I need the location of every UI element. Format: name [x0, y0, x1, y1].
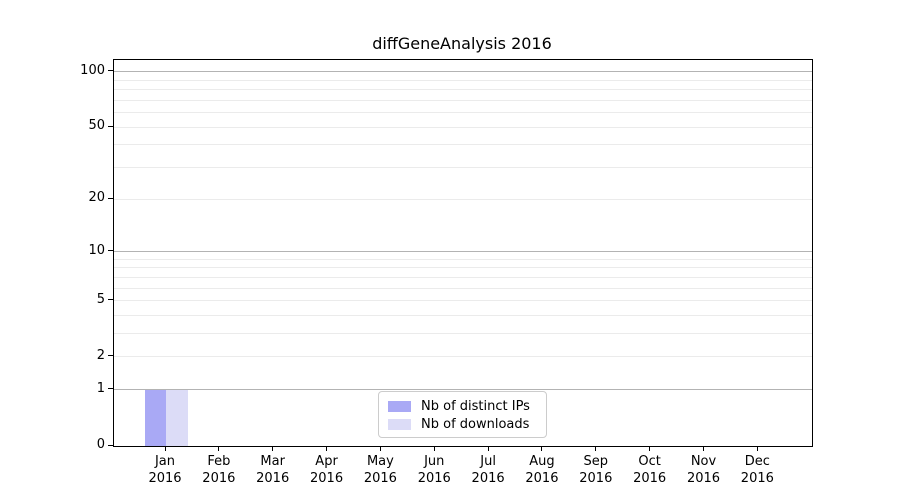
y-tick-label: 0	[96, 437, 105, 452]
minor-gridline	[114, 258, 812, 260]
y-tick-mark	[108, 250, 113, 252]
minor-gridline	[114, 89, 812, 91]
minor-gridline	[114, 99, 812, 101]
x-tick-mark	[326, 446, 328, 451]
minor-gridline	[114, 315, 812, 317]
chart-title: diffGeneAnalysis 2016	[372, 34, 552, 53]
legend-swatch-downloads	[388, 418, 411, 430]
y-tick-label: 1	[96, 380, 105, 396]
minor-gridline	[114, 112, 812, 114]
y-tick-mark	[108, 444, 113, 446]
minor-gridline	[114, 126, 812, 128]
legend-item-distinct-ips: Nb of distinct IPs	[388, 398, 537, 414]
x-tick-label: Jan 2016	[148, 454, 182, 486]
y-tick-label: 2	[96, 347, 105, 363]
bar-distinct-ips	[144, 389, 166, 446]
major-gridline	[114, 251, 812, 253]
y-tick-mark	[108, 299, 113, 301]
x-tick-label: Jul 2016	[471, 454, 505, 486]
minor-gridline	[114, 267, 812, 269]
x-tick-mark	[379, 446, 381, 451]
x-tick-mark	[218, 446, 220, 451]
x-tick-label: May 2016	[363, 454, 397, 486]
plot-area	[113, 59, 813, 447]
x-tick-label: Nov 2016	[686, 454, 721, 486]
y-tick-label: 10	[88, 242, 105, 258]
x-tick-mark	[487, 446, 489, 451]
bar-downloads	[166, 389, 188, 446]
minor-gridline	[114, 198, 812, 200]
minor-gridline	[114, 79, 812, 81]
minor-gridline	[114, 356, 812, 358]
y-tick-label: 50	[88, 118, 105, 134]
x-tick-label: Oct 2016	[633, 454, 667, 486]
x-tick-label: Apr 2016	[310, 454, 344, 486]
y-tick-mark	[108, 355, 113, 357]
x-tick-label: Mar 2016	[256, 454, 290, 486]
x-tick-mark	[164, 446, 166, 451]
legend-swatch-distinct-ips	[388, 400, 411, 412]
y-tick-label: 100	[80, 62, 105, 78]
legend-item-downloads: Nb of downloads	[388, 416, 537, 432]
y-tick-label: 20	[88, 190, 105, 206]
minor-gridline	[114, 276, 812, 278]
x-tick-mark	[541, 446, 543, 451]
major-gridline	[114, 71, 812, 73]
minor-gridline	[114, 144, 812, 146]
minor-gridline	[114, 167, 812, 169]
x-tick-mark	[433, 446, 435, 451]
y-tick-label: 5	[96, 291, 105, 307]
major-gridline	[114, 389, 812, 391]
legend-label-downloads: Nb of downloads	[421, 416, 530, 432]
x-tick-mark	[703, 446, 704, 451]
legend: Nb of distinct IPs Nb of downloads	[378, 391, 547, 438]
x-tick-label: Feb 2016	[202, 454, 236, 486]
x-tick-label: Jun 2016	[417, 454, 451, 486]
y-tick-mark	[108, 388, 113, 390]
x-tick-label: Dec 2016	[740, 454, 774, 486]
x-tick-mark	[649, 446, 651, 451]
minor-gridline	[114, 300, 812, 302]
x-tick-label: Sep 2016	[579, 454, 613, 486]
minor-gridline	[114, 287, 812, 289]
minor-gridline	[114, 333, 812, 335]
y-tick-mark	[108, 70, 113, 72]
y-tick-mark	[108, 197, 113, 199]
legend-label-distinct-ips: Nb of distinct IPs	[421, 398, 530, 414]
x-tick-label: Aug 2016	[525, 454, 559, 486]
x-tick-mark	[756, 446, 758, 451]
y-tick-mark	[108, 125, 113, 127]
x-tick-mark	[272, 446, 274, 451]
x-tick-mark	[595, 446, 597, 451]
